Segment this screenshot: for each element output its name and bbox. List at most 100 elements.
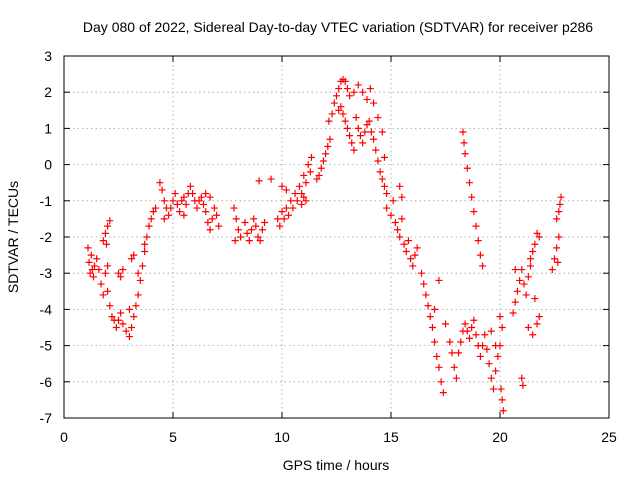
data-point bbox=[555, 208, 563, 216]
data-point bbox=[531, 240, 539, 248]
data-point bbox=[160, 197, 168, 205]
data-point bbox=[97, 280, 105, 288]
data-point bbox=[346, 92, 354, 100]
data-point bbox=[101, 269, 109, 277]
data-point bbox=[87, 251, 95, 259]
data-point bbox=[420, 280, 428, 288]
data-point bbox=[356, 132, 364, 140]
data-point bbox=[247, 226, 255, 234]
data-point bbox=[383, 190, 391, 198]
data-point bbox=[152, 204, 160, 212]
data-point bbox=[208, 215, 216, 223]
y-tick-label: -3 bbox=[40, 265, 53, 281]
data-point bbox=[317, 164, 325, 172]
data-point bbox=[280, 215, 288, 223]
data-point bbox=[396, 182, 404, 190]
data-point bbox=[234, 226, 242, 234]
data-point bbox=[85, 258, 93, 266]
data-point bbox=[424, 302, 432, 310]
data-point bbox=[258, 226, 266, 234]
data-point bbox=[516, 276, 524, 284]
data-point bbox=[518, 266, 526, 274]
data-point bbox=[128, 324, 136, 331]
data-point bbox=[553, 244, 561, 252]
data-point bbox=[481, 331, 489, 339]
y-tick-label: 2 bbox=[44, 84, 52, 100]
chart-title: Day 080 of 2022, Sidereal Day-to-day VTE… bbox=[83, 19, 593, 35]
x-tick-label: 20 bbox=[492, 429, 508, 445]
data-point bbox=[455, 349, 463, 357]
data-point bbox=[457, 338, 465, 346]
data-point bbox=[241, 219, 249, 227]
data-point bbox=[374, 157, 382, 165]
data-point bbox=[176, 208, 184, 216]
data-point bbox=[468, 193, 476, 201]
data-point bbox=[354, 81, 362, 89]
data-point bbox=[104, 262, 112, 270]
data-point bbox=[143, 233, 151, 241]
data-point bbox=[99, 291, 107, 299]
data-point bbox=[359, 88, 367, 96]
data-point bbox=[304, 161, 312, 169]
data-point bbox=[274, 215, 282, 223]
data-point bbox=[522, 291, 530, 299]
data-point bbox=[448, 349, 456, 357]
data-point bbox=[335, 106, 343, 114]
data-point bbox=[398, 193, 406, 201]
y-tick-label: -7 bbox=[40, 410, 53, 426]
data-point bbox=[529, 247, 537, 255]
data-point bbox=[363, 121, 371, 129]
data-point bbox=[533, 229, 541, 237]
data-point bbox=[291, 190, 299, 198]
data-point bbox=[350, 146, 358, 154]
data-point bbox=[313, 175, 321, 183]
data-point bbox=[496, 313, 504, 321]
data-point bbox=[160, 215, 168, 223]
data-point bbox=[442, 320, 449, 328]
data-point bbox=[459, 128, 467, 136]
data-point bbox=[250, 215, 258, 223]
data-point bbox=[341, 77, 349, 85]
data-point bbox=[433, 352, 441, 360]
data-point bbox=[554, 258, 562, 266]
data-point bbox=[378, 175, 386, 183]
data-point bbox=[104, 222, 112, 230]
data-point bbox=[215, 222, 223, 230]
data-point bbox=[99, 237, 107, 245]
data-point bbox=[278, 208, 286, 216]
data-point bbox=[461, 320, 469, 328]
data-point bbox=[117, 273, 125, 281]
data-point bbox=[108, 313, 116, 321]
data-point bbox=[383, 204, 391, 212]
data-point bbox=[278, 182, 286, 190]
grid bbox=[64, 56, 609, 418]
data-point bbox=[319, 157, 327, 165]
data-point bbox=[134, 269, 142, 277]
data-point bbox=[115, 316, 122, 324]
data-point bbox=[206, 193, 214, 201]
data-point bbox=[122, 327, 130, 335]
data-point bbox=[407, 255, 415, 263]
data-point bbox=[256, 237, 264, 245]
data-point bbox=[492, 367, 500, 375]
data-point bbox=[343, 85, 351, 93]
data-point bbox=[494, 352, 502, 360]
data-point bbox=[95, 266, 103, 274]
data-point bbox=[337, 103, 345, 111]
data-point bbox=[359, 139, 367, 147]
data-point bbox=[302, 197, 310, 205]
data-point bbox=[237, 233, 245, 241]
data-point bbox=[548, 266, 556, 274]
data-point bbox=[437, 378, 445, 386]
y-axis-label: SDTVAR / TECUs bbox=[5, 181, 21, 293]
data-point bbox=[330, 99, 338, 107]
data-point bbox=[513, 287, 521, 295]
data-point bbox=[404, 237, 412, 245]
data-point bbox=[134, 291, 142, 299]
data-point bbox=[252, 222, 260, 230]
data-point bbox=[202, 190, 210, 198]
x-tick-label: 15 bbox=[383, 429, 399, 445]
data-point bbox=[243, 229, 251, 237]
